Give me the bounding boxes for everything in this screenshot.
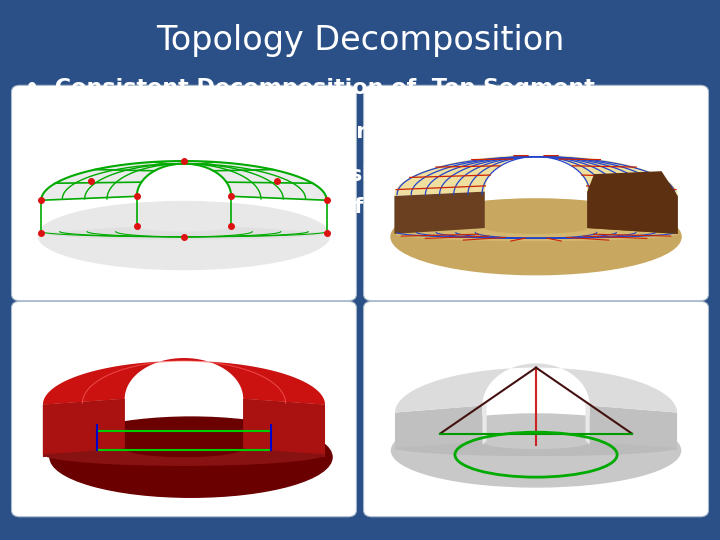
Polygon shape bbox=[43, 399, 125, 457]
FancyBboxPatch shape bbox=[364, 85, 708, 301]
Text: •  Consistent Decomposition of  Top Segment: • Consistent Decomposition of Top Segmen… bbox=[25, 78, 595, 98]
Ellipse shape bbox=[50, 417, 332, 497]
Polygon shape bbox=[585, 403, 590, 445]
FancyBboxPatch shape bbox=[12, 85, 356, 301]
Ellipse shape bbox=[391, 199, 681, 275]
Polygon shape bbox=[395, 406, 482, 450]
Polygon shape bbox=[590, 406, 677, 450]
FancyBboxPatch shape bbox=[364, 301, 708, 517]
Polygon shape bbox=[395, 363, 677, 413]
Text: Topology Decomposition: Topology Decomposition bbox=[156, 24, 564, 57]
Text: – Transfer parameter ( corner ) from bottom
       segment: – Transfer parameter ( corner ) from bot… bbox=[59, 122, 579, 165]
Polygon shape bbox=[588, 171, 678, 234]
Polygon shape bbox=[43, 448, 325, 466]
Polygon shape bbox=[395, 228, 678, 241]
Polygon shape bbox=[395, 442, 677, 456]
FancyBboxPatch shape bbox=[12, 301, 356, 517]
Polygon shape bbox=[588, 192, 678, 234]
Ellipse shape bbox=[38, 201, 330, 269]
Polygon shape bbox=[395, 192, 485, 234]
Polygon shape bbox=[482, 403, 487, 445]
Polygon shape bbox=[395, 155, 678, 196]
Ellipse shape bbox=[392, 414, 680, 487]
Polygon shape bbox=[41, 161, 327, 200]
Text: – Corner-based decomposition: – Corner-based decomposition bbox=[59, 165, 415, 185]
Text: – Cube parameterization for 3 cubes: – Cube parameterization for 3 cubes bbox=[59, 197, 486, 217]
Polygon shape bbox=[43, 399, 125, 454]
Polygon shape bbox=[243, 399, 325, 454]
Polygon shape bbox=[243, 399, 325, 457]
Polygon shape bbox=[41, 226, 327, 239]
Polygon shape bbox=[43, 358, 325, 404]
